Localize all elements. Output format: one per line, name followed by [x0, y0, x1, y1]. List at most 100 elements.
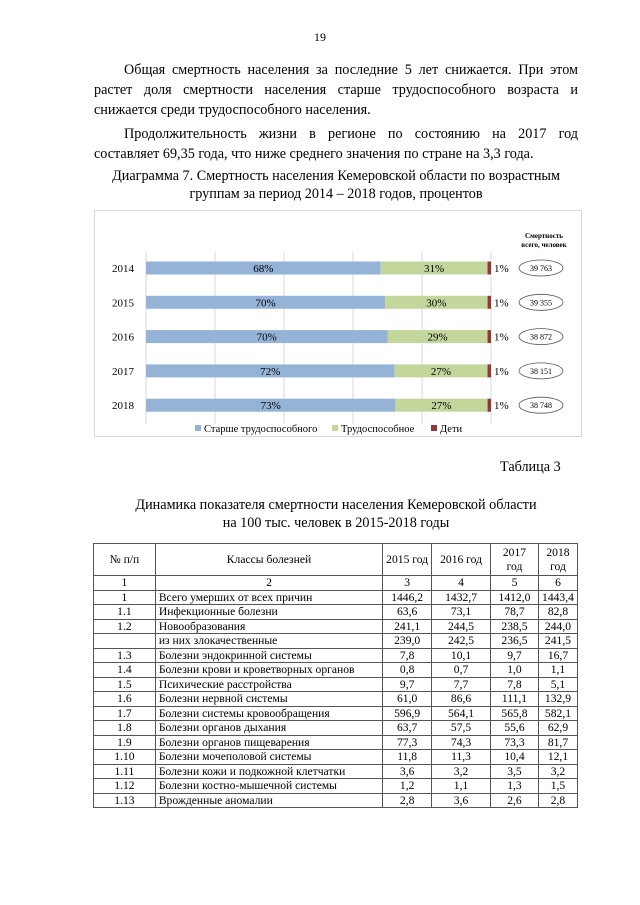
disease-class-cell: Болезни крови и кроветворных органов: [154, 662, 384, 678]
disease-class-cell: Болезни мочеполовой системы: [154, 749, 384, 765]
row-number-cell: 1.8: [93, 720, 156, 736]
row-number-cell: 1.1: [93, 604, 156, 620]
bar-segment: [146, 261, 381, 275]
data-label: 30%: [426, 297, 446, 309]
value-cell: 239,0: [382, 633, 433, 649]
value-cell: 132,9: [537, 691, 579, 707]
value-cell: 1,5: [537, 778, 579, 794]
table-row: 1.12 Болезни костно-мышечной системы 1,2 1,…: [93, 778, 579, 794]
row-number-cell: 1: [93, 589, 156, 605]
value-cell: 241,1: [382, 618, 433, 634]
bar-segment: [395, 398, 488, 412]
table-row: 1.1 Инфекционные болезни 63,6 73,1 78,7 82,8: [93, 604, 579, 620]
disease-class-cell: Болезни органов пищеварения: [154, 734, 384, 750]
value-cell: 242,5: [431, 633, 491, 649]
value-cell: 7,7: [431, 676, 491, 692]
value-cell: 77,3: [382, 734, 433, 750]
row-number-cell: 1.9: [93, 734, 156, 750]
row-number-cell: 1.13: [93, 792, 156, 808]
disease-class-cell: Болезни эндокринной системы: [154, 647, 384, 663]
disease-class-cell: Врожденные аномалии: [154, 792, 384, 808]
data-label: 70%: [255, 297, 275, 309]
legend-label: Дети: [440, 424, 463, 435]
value-cell: 565,8: [490, 705, 539, 721]
bar-segment: [146, 364, 395, 378]
value-cell: 1,1: [537, 662, 579, 678]
bar-segment: [487, 398, 491, 412]
mortality-table: № п/п Классы болезней 2015 год 2016 год …: [93, 543, 579, 808]
header-cell: 2015 год: [382, 543, 433, 576]
value-cell: 3,6: [382, 763, 433, 779]
legend-swatch: [332, 425, 338, 431]
value-cell: 1,3: [490, 778, 539, 794]
value-cell: 596,9: [382, 705, 433, 721]
disease-class-cell: Болезни системы кровообращения: [154, 705, 384, 721]
row-number-cell: 1.10: [93, 749, 156, 765]
column-number-cell: 4: [431, 575, 491, 591]
totals-header: Смертность всего, человек: [521, 232, 567, 249]
year-label: 2017: [112, 366, 135, 378]
total-ellipse: [518, 293, 564, 311]
table-row: 1.8 Болезни органов дыхания 63,7 57,5 55,6 62…: [93, 720, 579, 736]
value-cell: 1446,2: [382, 589, 433, 605]
header-cell: 2018 год: [537, 543, 579, 576]
data-label: 1%: [494, 297, 509, 309]
table-row: 1.4 Болезни крови и кроветворных органов 0…: [93, 662, 579, 678]
row-number-cell: 1.11: [93, 763, 156, 779]
value-cell: 73,1: [431, 604, 491, 620]
disease-class-cell: Болезни нервной системы: [154, 691, 384, 707]
chart-caption: Диаграмма 7. Смертность населения Кемеро…: [112, 168, 560, 202]
data-label: 70%: [257, 332, 277, 344]
row-number-cell: [93, 633, 156, 649]
data-label: 1%: [494, 263, 509, 275]
row-number-cell: 1.3: [93, 647, 156, 663]
value-cell: 244,5: [431, 618, 491, 634]
bar-segment: [146, 330, 388, 344]
value-cell: 564,1: [431, 705, 491, 721]
value-cell: 10,4: [490, 749, 539, 765]
value-cell: 73,3: [490, 734, 539, 750]
value-cell: 1432,7: [431, 589, 491, 605]
bar-segment: [487, 330, 491, 344]
bar-segment: [487, 364, 491, 378]
data-label: 72%: [260, 366, 280, 378]
bar-segment: [146, 295, 386, 309]
value-cell: 7,8: [490, 676, 539, 692]
total-value: 38 748: [530, 401, 552, 410]
total-value: 39 763: [530, 264, 552, 273]
disease-class-cell: из них злокачественные: [154, 633, 384, 649]
header-cell: Классы болезней: [154, 543, 384, 576]
page-number: 19: [314, 30, 326, 44]
value-cell: 0,8: [382, 662, 433, 678]
data-label: 1%: [494, 366, 509, 378]
value-cell: 55,6: [490, 720, 539, 736]
disease-class-cell: Психические расстройства: [154, 676, 384, 692]
table-row: 1.10 Болезни мочеполовой системы 11,8 11,3 1…: [93, 749, 579, 765]
table-row: 1.5 Психические расстройства 9,7 7,7 7,8 5,1: [93, 676, 579, 692]
value-cell: 81,7: [537, 734, 579, 750]
table-row: 1.9 Болезни органов пищеварения 77,3 74,3 73…: [93, 734, 579, 750]
value-cell: 78,7: [490, 604, 539, 620]
data-label: 68%: [253, 263, 273, 275]
column-number-cell: 1: [93, 575, 156, 591]
legend-swatch: [195, 425, 201, 431]
bar-segment: [487, 295, 491, 309]
data-label: 1%: [494, 400, 509, 412]
disease-class-cell: Всего умерших от всех причин: [154, 589, 384, 605]
value-cell: 3,2: [431, 763, 491, 779]
year-label: 2015: [112, 297, 135, 309]
table-label: Таблица 3: [500, 459, 561, 475]
bar-segment: [487, 261, 491, 275]
value-cell: 74,3: [431, 734, 491, 750]
value-cell: 241,5: [537, 633, 579, 649]
table-row: 1.11 Болезни кожи и подкожной клетчатки 3,…: [93, 763, 579, 779]
year-label: 2014: [112, 263, 135, 275]
year-label: 2016: [112, 332, 135, 344]
value-cell: 2,8: [537, 792, 579, 808]
disease-class-cell: Болезни костно-мышечной системы: [154, 778, 384, 794]
value-cell: 7,8: [382, 647, 433, 663]
column-number-cell: 3: [382, 575, 433, 591]
bar-segment: [385, 295, 488, 309]
table-row: 1 Всего умерших от всех причин 1446,2 1432,…: [93, 589, 579, 605]
